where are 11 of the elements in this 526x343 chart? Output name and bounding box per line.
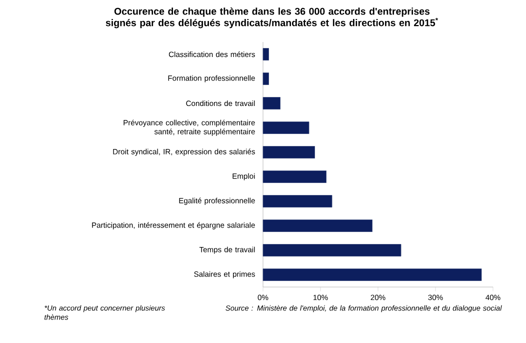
bar bbox=[262, 48, 269, 60]
bar bbox=[262, 170, 326, 183]
bar bbox=[262, 195, 332, 208]
bar bbox=[262, 122, 310, 134]
bar bbox=[262, 97, 280, 110]
chart-title: Occurence de chaque thème dans les 36 000 accords d'entreprises signés par des délégués syndicats/mandatés et les directions en 2015$^{*}$ bbox=[106, 8, 438, 28]
bar bbox=[262, 268, 482, 281]
bar bbox=[262, 244, 402, 256]
bar bbox=[262, 146, 315, 158]
bar bbox=[262, 220, 372, 232]
bar bbox=[262, 72, 269, 85]
